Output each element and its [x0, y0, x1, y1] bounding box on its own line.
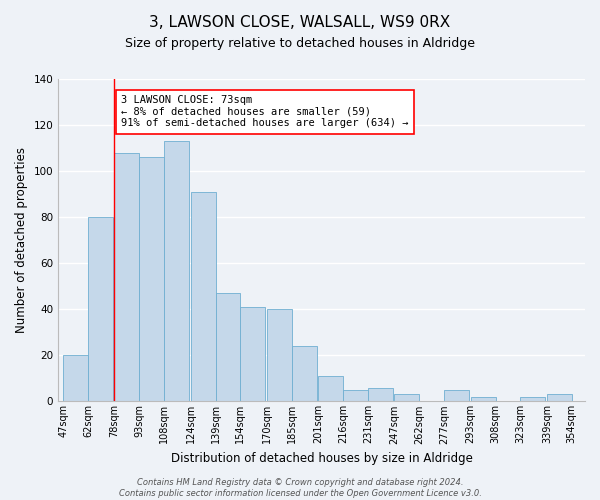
Bar [115, 152, 139, 402]
Bar [368, 388, 393, 402]
Bar [88, 217, 113, 402]
Bar [139, 158, 164, 402]
Text: 3, LAWSON CLOSE, WALSALL, WS9 0RX: 3, LAWSON CLOSE, WALSALL, WS9 0RX [149, 15, 451, 30]
Text: Size of property relative to detached houses in Aldridge: Size of property relative to detached ho… [125, 38, 475, 51]
Y-axis label: Number of detached properties: Number of detached properties [15, 147, 28, 333]
Text: Contains HM Land Registry data © Crown copyright and database right 2024.
Contai: Contains HM Land Registry data © Crown c… [119, 478, 481, 498]
Bar [520, 397, 545, 402]
Bar [343, 390, 368, 402]
Bar [444, 390, 469, 402]
Text: 3 LAWSON CLOSE: 73sqm
← 8% of detached houses are smaller (59)
91% of semi-detac: 3 LAWSON CLOSE: 73sqm ← 8% of detached h… [121, 95, 409, 128]
Bar [241, 307, 265, 402]
Bar [470, 397, 496, 402]
Bar [191, 192, 215, 402]
Bar [292, 346, 317, 402]
Bar [215, 293, 241, 402]
Bar [63, 356, 88, 402]
X-axis label: Distribution of detached houses by size in Aldridge: Distribution of detached houses by size … [170, 452, 473, 465]
Bar [394, 394, 419, 402]
Bar [318, 376, 343, 402]
Bar [267, 310, 292, 402]
Bar [547, 394, 572, 402]
Bar [164, 141, 189, 402]
